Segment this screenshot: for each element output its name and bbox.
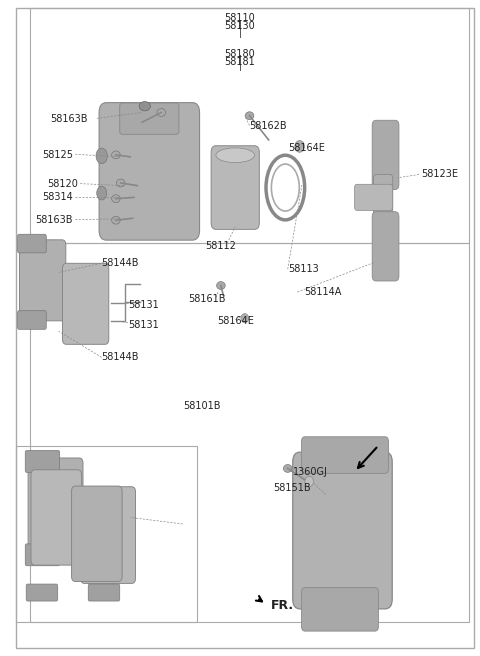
FancyBboxPatch shape [81,487,135,583]
Ellipse shape [245,112,254,119]
Text: 58101B: 58101B [183,401,220,411]
Ellipse shape [96,148,108,163]
Text: 58163B: 58163B [50,114,87,124]
FancyBboxPatch shape [88,584,120,601]
Ellipse shape [305,476,313,487]
FancyBboxPatch shape [355,184,393,211]
Text: 58123E: 58123E [421,169,458,180]
Bar [30,243,469,622]
Ellipse shape [295,140,304,152]
Ellipse shape [216,148,254,163]
Ellipse shape [216,281,225,289]
Ellipse shape [139,102,150,111]
FancyBboxPatch shape [31,470,82,565]
Text: 58161B: 58161B [188,294,225,304]
Ellipse shape [97,186,107,200]
Text: 58144B: 58144B [102,258,139,268]
FancyBboxPatch shape [120,103,179,134]
Text: 58181: 58181 [225,57,255,67]
Text: 58113: 58113 [288,264,318,274]
Text: 58162B: 58162B [250,121,287,131]
FancyBboxPatch shape [26,584,58,601]
Text: 58114A: 58114A [304,287,342,297]
Text: 58125: 58125 [42,150,73,160]
Text: FR.: FR. [271,599,294,612]
Text: 58164E: 58164E [288,144,324,154]
FancyBboxPatch shape [373,174,393,227]
FancyBboxPatch shape [18,311,46,329]
Ellipse shape [112,195,120,203]
Ellipse shape [283,464,292,472]
FancyBboxPatch shape [301,588,378,631]
Text: 58131: 58131 [128,319,158,330]
Text: 58163B: 58163B [36,215,73,225]
Text: 58110: 58110 [225,12,255,23]
Text: 1360GJ: 1360GJ [292,466,327,477]
FancyBboxPatch shape [99,102,200,240]
FancyBboxPatch shape [372,212,399,281]
FancyBboxPatch shape [301,437,388,474]
Ellipse shape [112,216,120,224]
FancyBboxPatch shape [72,486,122,581]
FancyBboxPatch shape [20,240,66,321]
FancyBboxPatch shape [372,120,399,190]
FancyBboxPatch shape [25,451,60,472]
Ellipse shape [241,314,249,323]
Bar [30,8,469,243]
Text: 58130: 58130 [225,21,255,31]
Text: 58180: 58180 [225,49,255,58]
FancyBboxPatch shape [25,544,60,565]
FancyBboxPatch shape [28,458,83,555]
Text: 58144B: 58144B [102,352,139,362]
Bar [16,445,197,622]
Text: 58120: 58120 [47,179,78,190]
Text: 58131: 58131 [128,300,158,310]
Text: 58314: 58314 [42,192,73,202]
Text: 58112: 58112 [205,241,236,251]
Text: 58151B: 58151B [274,483,311,493]
FancyBboxPatch shape [62,263,109,344]
Ellipse shape [112,151,120,159]
Ellipse shape [157,108,166,116]
Ellipse shape [116,179,125,187]
FancyBboxPatch shape [293,452,392,609]
Text: 58164E: 58164E [217,316,253,327]
FancyBboxPatch shape [18,234,46,253]
FancyBboxPatch shape [211,146,259,230]
